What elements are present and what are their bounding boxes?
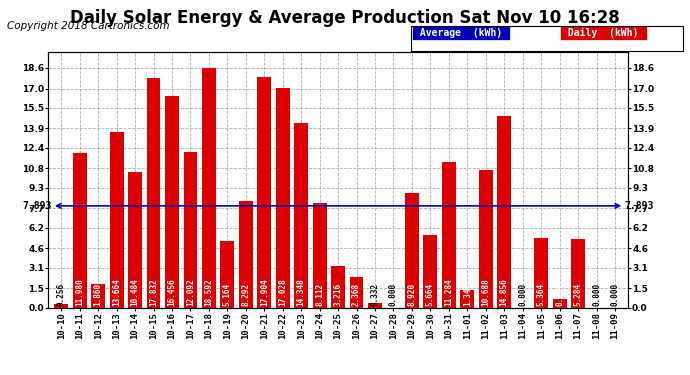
Text: 0.000: 0.000 xyxy=(389,284,398,306)
Text: 3.216: 3.216 xyxy=(333,284,343,306)
Bar xyxy=(368,303,382,307)
Bar xyxy=(553,299,566,307)
Bar xyxy=(276,88,290,308)
Bar xyxy=(239,201,253,308)
Bar xyxy=(91,284,105,308)
Bar xyxy=(442,162,456,308)
Bar xyxy=(460,290,474,308)
Text: 0.256: 0.256 xyxy=(57,284,66,306)
Text: 16.456: 16.456 xyxy=(168,279,177,306)
Text: 8.920: 8.920 xyxy=(407,284,417,306)
Bar xyxy=(146,78,161,308)
Bar xyxy=(424,234,437,308)
Text: 2.368: 2.368 xyxy=(352,284,361,306)
Text: 1.860: 1.860 xyxy=(94,284,103,306)
Bar xyxy=(350,277,364,308)
Text: 8.292: 8.292 xyxy=(241,284,250,306)
Text: 12.092: 12.092 xyxy=(186,279,195,306)
Bar xyxy=(202,68,216,308)
Text: Copyright 2018 Cartronics.com: Copyright 2018 Cartronics.com xyxy=(7,21,170,31)
Text: 11.980: 11.980 xyxy=(75,279,84,306)
Text: 17.904: 17.904 xyxy=(259,279,269,306)
Text: 0.000: 0.000 xyxy=(518,284,527,306)
Text: 5.164: 5.164 xyxy=(223,284,232,306)
Text: 17.028: 17.028 xyxy=(278,279,287,306)
Bar xyxy=(405,193,419,308)
Bar xyxy=(110,132,124,308)
Text: 11.284: 11.284 xyxy=(444,279,453,306)
Bar xyxy=(331,266,345,308)
Text: 1.344: 1.344 xyxy=(463,284,472,306)
Text: 8.112: 8.112 xyxy=(315,284,324,306)
Text: 17.832: 17.832 xyxy=(149,279,158,306)
Bar xyxy=(220,241,235,308)
Text: 7.893: 7.893 xyxy=(22,201,52,211)
Bar xyxy=(165,96,179,308)
Text: 0.000: 0.000 xyxy=(611,284,620,306)
Text: Daily  (kWh): Daily (kWh) xyxy=(562,28,644,38)
Text: 18.592: 18.592 xyxy=(204,279,213,306)
Bar xyxy=(294,123,308,308)
Bar xyxy=(128,172,142,308)
Text: 5.284: 5.284 xyxy=(573,284,582,306)
Text: 0.332: 0.332 xyxy=(371,284,380,306)
Text: Average  (kWh): Average (kWh) xyxy=(414,28,508,38)
Text: 7.893: 7.893 xyxy=(624,201,654,211)
Text: 5.364: 5.364 xyxy=(537,284,546,306)
Bar xyxy=(55,304,68,307)
Bar xyxy=(72,153,87,308)
Text: 5.664: 5.664 xyxy=(426,284,435,306)
Text: 14.348: 14.348 xyxy=(297,279,306,306)
Bar xyxy=(184,152,197,308)
Bar xyxy=(497,116,511,308)
Bar xyxy=(257,77,271,308)
Bar xyxy=(479,170,493,308)
Text: Daily Solar Energy & Average Production Sat Nov 10 16:28: Daily Solar Energy & Average Production … xyxy=(70,9,620,27)
Bar xyxy=(534,238,548,308)
Text: 10.688: 10.688 xyxy=(481,279,491,306)
Text: 14.856: 14.856 xyxy=(500,279,509,306)
Text: 10.484: 10.484 xyxy=(130,279,139,306)
Bar xyxy=(313,203,326,308)
Text: 13.664: 13.664 xyxy=(112,279,121,306)
Text: 0.000: 0.000 xyxy=(592,284,601,306)
Bar xyxy=(571,240,585,308)
Text: 0.684: 0.684 xyxy=(555,284,564,306)
